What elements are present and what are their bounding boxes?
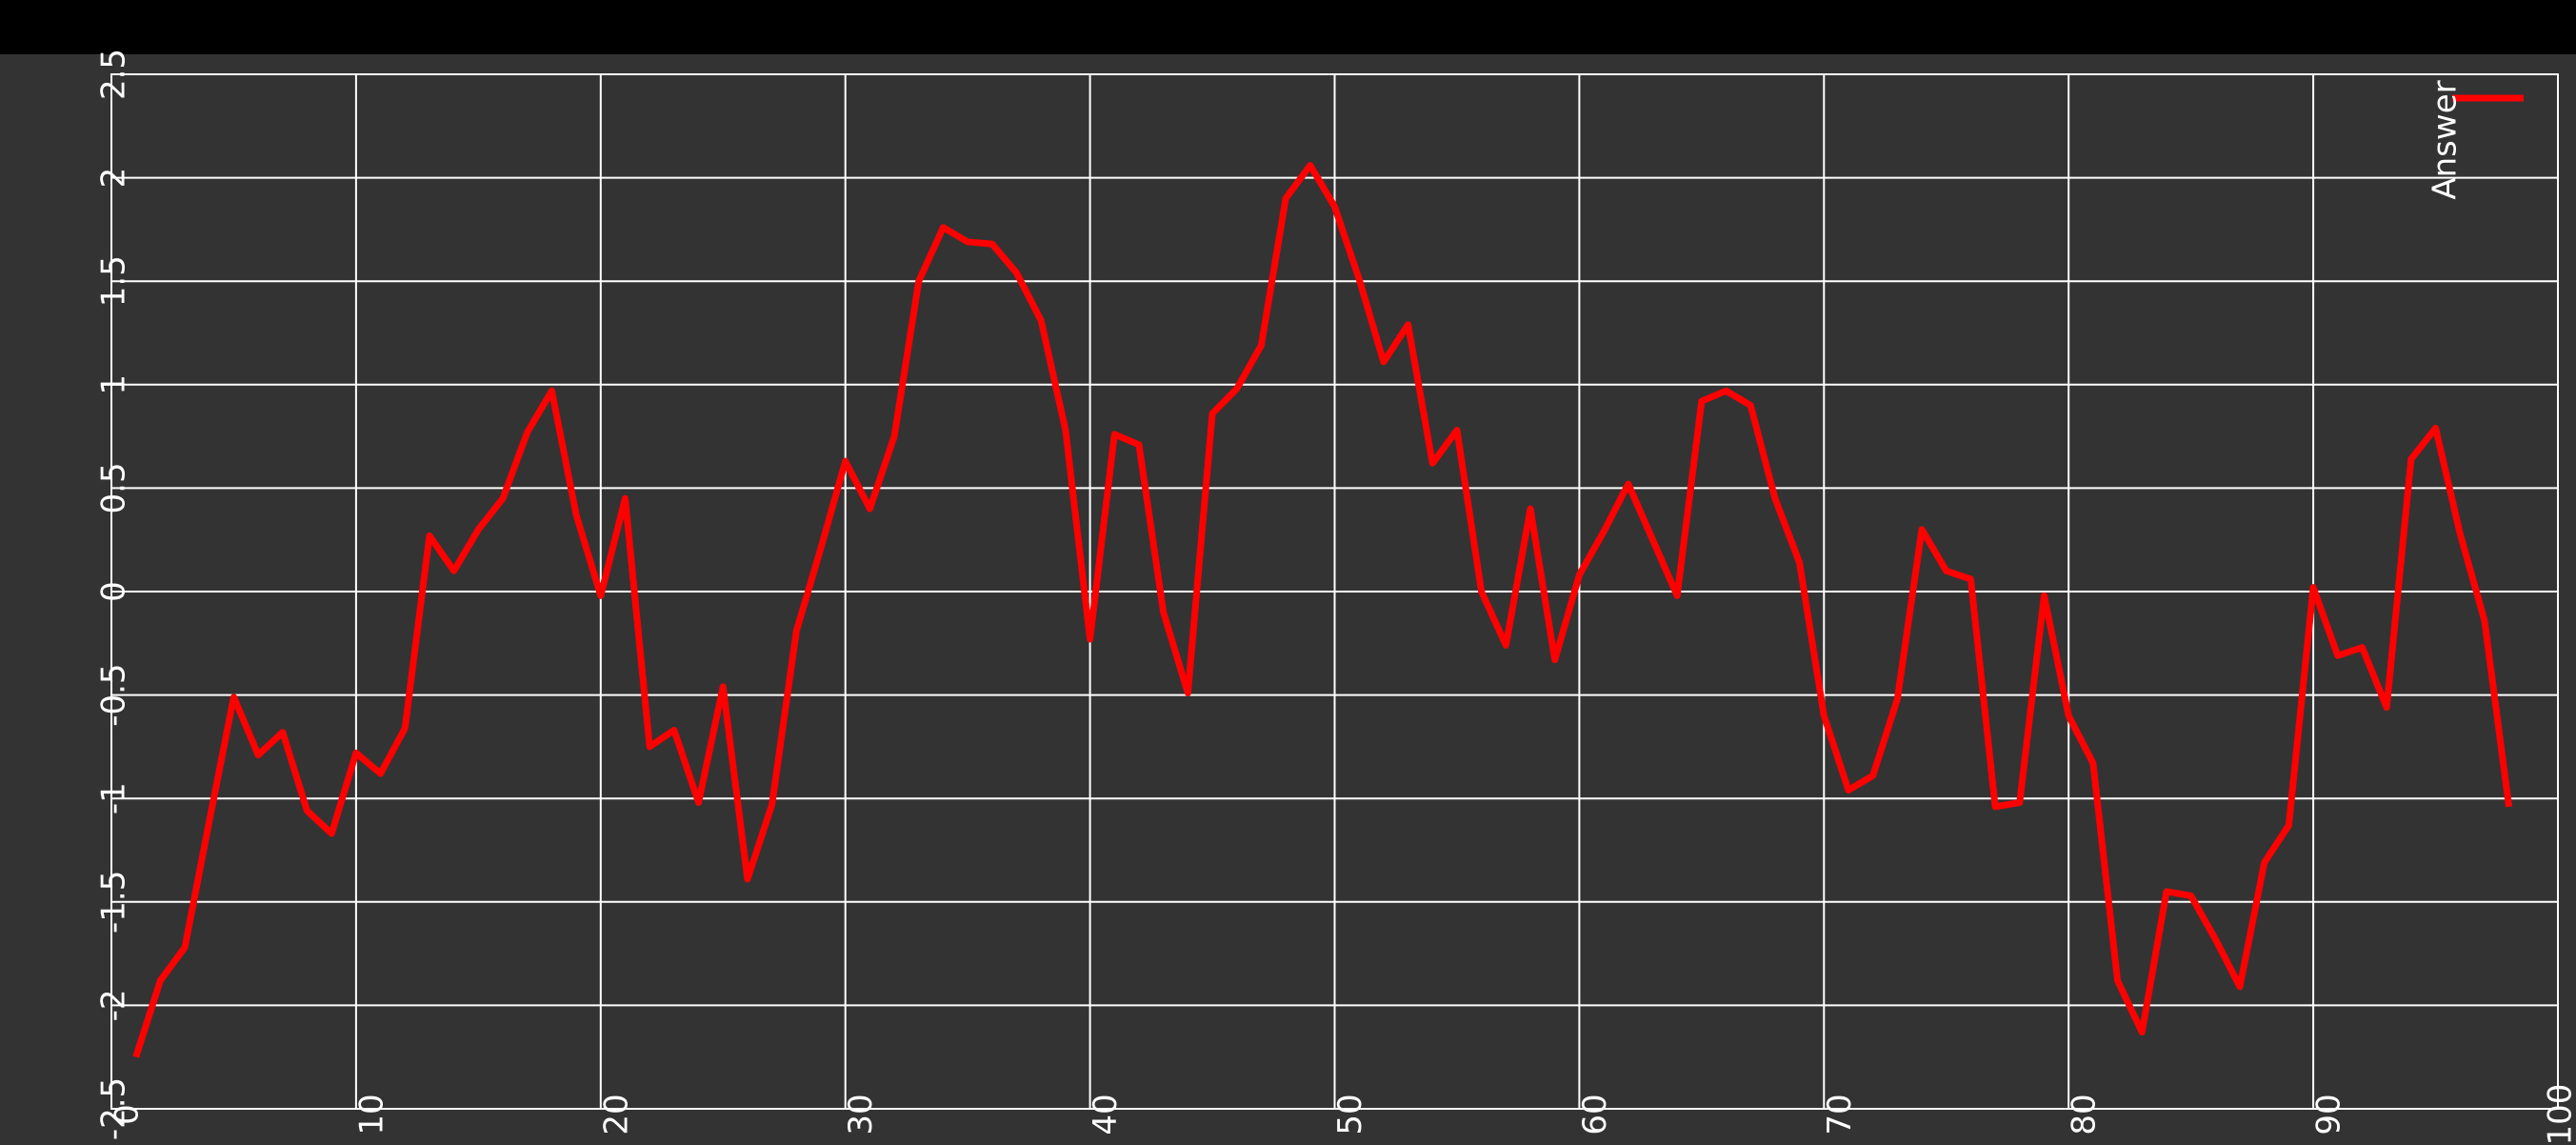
x-tick-label: 90 <box>2310 1094 2348 1135</box>
y-tick-label: 0.5 <box>95 462 133 513</box>
y-tick-label: 0 <box>95 581 133 602</box>
x-tick-label: 30 <box>842 1094 880 1135</box>
y-tick-label: -1 <box>95 782 133 814</box>
y-tick-label: -2 <box>95 989 133 1021</box>
legend-label: Answer <box>2426 80 2465 199</box>
plot-frame <box>110 73 2559 1110</box>
x-tick-label: 0 <box>109 1104 147 1125</box>
x-tick-label: 40 <box>1087 1094 1125 1135</box>
y-tick-label: -1.5 <box>95 871 133 934</box>
y-tick-label: -0.5 <box>95 663 133 726</box>
data-line <box>132 162 2513 1058</box>
x-tick-label: 10 <box>352 1094 390 1135</box>
y-tick-label: 2 <box>95 168 133 189</box>
top-bar <box>0 0 2576 54</box>
x-tick-label: 50 <box>1331 1094 1369 1135</box>
x-tick-label: 60 <box>1576 1094 1614 1135</box>
x-tick-label: 20 <box>597 1094 635 1135</box>
x-tick-label: 70 <box>1821 1094 1859 1135</box>
x-tick-label: 80 <box>2066 1094 2104 1135</box>
y-tick-label: 1.5 <box>95 255 133 307</box>
y-tick-label: 1 <box>95 374 133 395</box>
